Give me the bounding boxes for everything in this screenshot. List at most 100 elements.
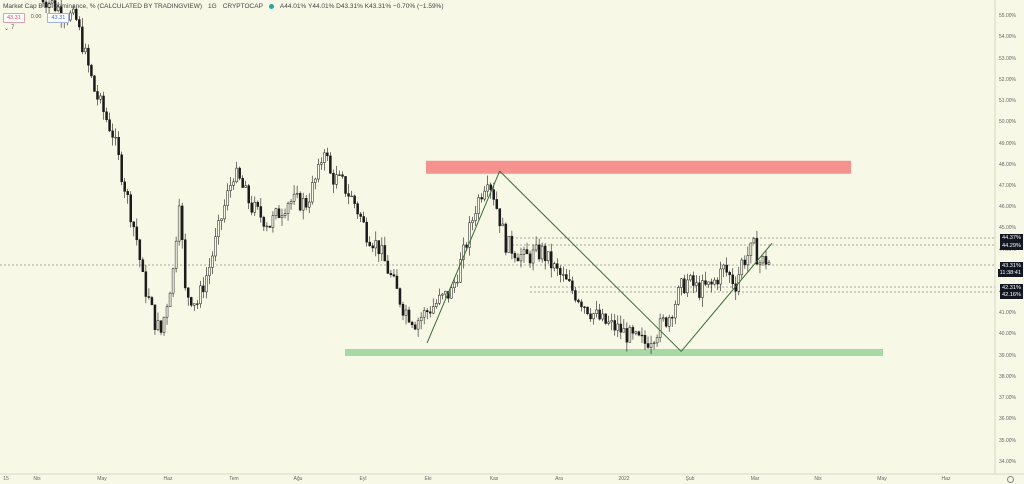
level-tag-44-37: 44.37% [1000, 234, 1023, 242]
candle-body [553, 263, 556, 269]
level-tag-42-31: 42.31% [1000, 284, 1023, 292]
candle-body [401, 304, 405, 316]
candle-body [710, 281, 713, 285]
candle-body [761, 256, 765, 264]
candle-body [589, 313, 592, 320]
candle-body [664, 317, 668, 327]
x-tick-label: Ara [555, 476, 563, 482]
x-tick-label: Kas [489, 476, 499, 482]
candle-body [680, 278, 683, 288]
candle-body [350, 195, 353, 198]
candle-body [75, 8, 78, 20]
candle-body [362, 216, 365, 223]
candle-body [156, 320, 160, 330]
sell-button[interactable]: 43.31 [3, 13, 25, 23]
candle-body [250, 202, 253, 213]
candle-body [652, 342, 656, 344]
candle-body [546, 251, 550, 262]
candle-body [513, 253, 517, 259]
candle-body [444, 291, 447, 295]
candle-body [764, 256, 768, 265]
x-tick-label: May [877, 476, 887, 482]
candle-body [507, 235, 511, 253]
candle-body [78, 19, 81, 28]
level-lines [0, 237, 995, 293]
current-price-tag: 43.31% [1000, 262, 1023, 270]
candle-body [256, 201, 260, 207]
candle-body [123, 181, 126, 192]
candle-body [338, 174, 341, 176]
candle-body [277, 208, 281, 219]
candle-body [701, 280, 704, 298]
x-tick-label: Nis [33, 476, 41, 482]
candle-body [416, 320, 420, 330]
candle-body [728, 272, 731, 276]
candle-body [190, 297, 193, 306]
candle-body [604, 313, 607, 324]
market-status-icon [268, 4, 274, 9]
y-tick-label: 41.00% [999, 310, 1016, 317]
candle-body [610, 320, 613, 323]
candle-body [50, 0, 54, 4]
buy-button[interactable]: 43.31 [47, 13, 70, 23]
candle-body [69, 12, 72, 21]
candle-body [129, 194, 132, 223]
y-tick-label: 36.00% [999, 416, 1016, 423]
candle-body [220, 218, 223, 221]
x-tick-label: Eyl [359, 476, 367, 482]
candle-body [743, 259, 747, 266]
candle-body [456, 281, 459, 284]
chevron-down-icon: ⌄ [4, 26, 10, 32]
x-tick-label: Haz [163, 476, 173, 482]
candle-body [677, 287, 680, 305]
candle-body [341, 174, 344, 177]
candle-body [583, 306, 586, 308]
candle-body [180, 205, 184, 240]
candle-body [353, 195, 356, 204]
candle-body [274, 208, 278, 216]
x-tick-label: Haz [941, 476, 951, 482]
candle-body [262, 216, 266, 227]
candle-body [235, 167, 238, 183]
interval-label[interactable]: 1G [208, 3, 217, 10]
candle-body [631, 327, 635, 334]
candle-body [568, 279, 571, 282]
candle-body [329, 155, 332, 174]
candle-body [474, 213, 477, 221]
candle-body [504, 223, 508, 253]
candle-body [574, 290, 577, 301]
support-zone [345, 349, 883, 356]
y-tick-label: 37.00% [999, 395, 1016, 402]
candle-body [323, 152, 326, 163]
candle-body [380, 245, 384, 255]
indicator-toggle[interactable]: ⌄ 7 [4, 25, 14, 32]
candles [41, 0, 771, 354]
candle-body [229, 185, 232, 191]
candle-body [196, 303, 199, 305]
candle-body [99, 95, 102, 100]
candle-body [441, 293, 444, 296]
candle-body [395, 275, 399, 289]
candle-body [168, 292, 172, 307]
symbol-title[interactable]: Market Cap BTC Dominance, % (CALCULATED … [3, 3, 203, 10]
candle-body [640, 334, 644, 337]
candle-body [389, 273, 393, 275]
candle-body [120, 154, 123, 183]
candle-body [453, 282, 456, 288]
candle-body [371, 245, 374, 249]
candle-body [716, 279, 719, 285]
candle-body [223, 205, 226, 220]
candle-body [332, 173, 335, 185]
candle-body [428, 311, 432, 314]
candle-body [114, 136, 117, 139]
candle-body [432, 306, 435, 314]
gear-icon[interactable] [1007, 476, 1014, 483]
candle-body [543, 245, 547, 262]
candle-body [556, 263, 559, 269]
y-tick-label: 49.00% [999, 140, 1016, 147]
candle-body [510, 235, 514, 254]
y-tick-label: 40.00% [999, 331, 1016, 338]
candle-body [247, 185, 250, 204]
candle-body [686, 279, 689, 294]
